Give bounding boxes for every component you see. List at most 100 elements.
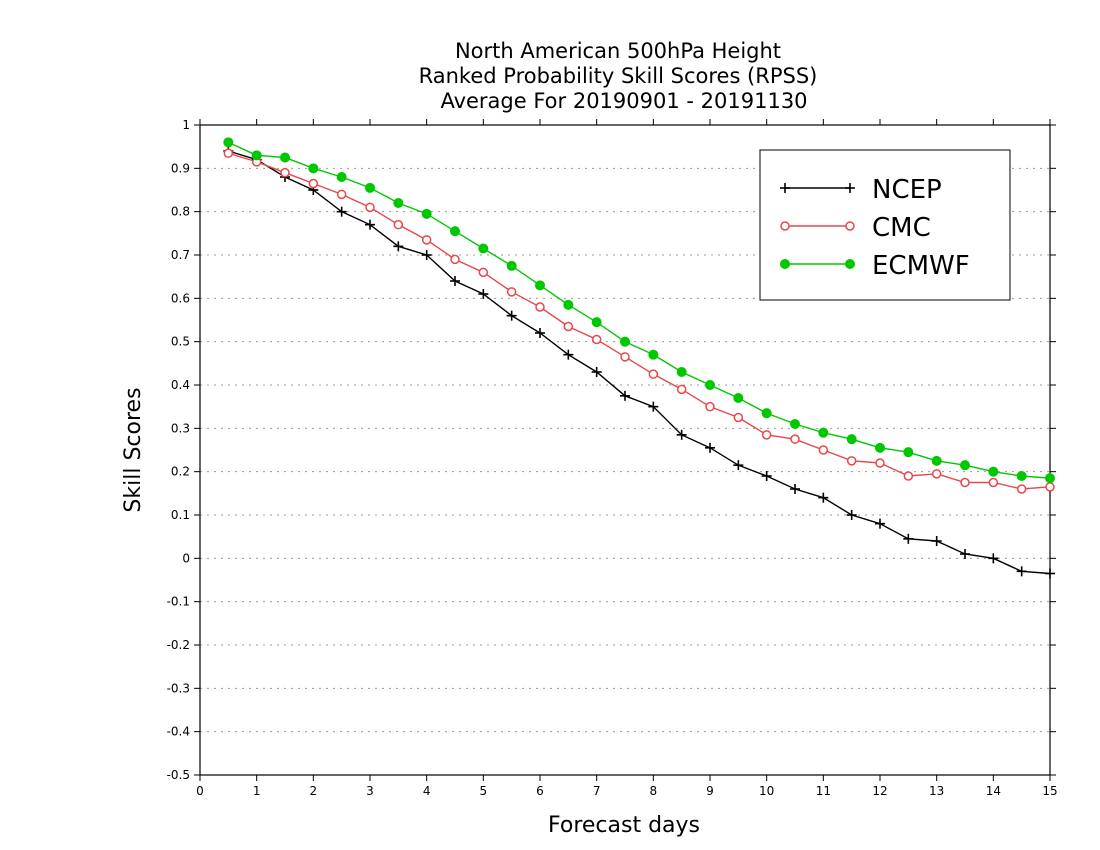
data-point-cmc — [591, 334, 602, 345]
data-point-cmc — [1016, 484, 1027, 494]
data-point-ecmwf — [421, 208, 432, 219]
x-tick-label: 3 — [366, 784, 374, 798]
data-point-ecmwf — [535, 280, 545, 291]
data-point-ncep — [988, 553, 999, 564]
data-point-ncep — [421, 250, 432, 260]
data-point-cmc — [223, 148, 234, 158]
data-point-ecmwf — [875, 442, 885, 453]
y-tick-label: -0.2 — [167, 638, 190, 652]
data-point-ncep — [790, 484, 800, 494]
data-point-cmc — [563, 321, 574, 332]
x-tick-label: 7 — [593, 784, 601, 798]
x-tick-label: 10 — [759, 784, 774, 798]
data-point-ecmwf — [705, 380, 715, 390]
legend-item-cmc: CMC — [780, 213, 931, 243]
data-point-ncep — [931, 536, 942, 546]
data-point-cmc — [705, 401, 715, 412]
data-point-ncep — [336, 206, 347, 217]
data-point-ncep — [591, 367, 602, 377]
data-point-ecmwf — [988, 466, 999, 477]
data-point-ecmwf — [903, 447, 914, 458]
data-point-ecmwf — [620, 336, 630, 347]
legend-item-ncep: NCEP — [780, 175, 942, 205]
x-tick-label: 9 — [706, 784, 714, 798]
data-point-cmc — [846, 456, 857, 466]
data-point-ecmwf — [506, 260, 517, 271]
data-point-ecmwf — [846, 434, 857, 445]
data-point-ecmwf — [450, 226, 460, 237]
data-point-cmc — [988, 477, 999, 488]
legend-marker-ncep — [780, 183, 790, 193]
data-point-ecmwf — [733, 393, 744, 403]
data-point-ecmwf — [563, 299, 574, 310]
legend-marker-ncep — [845, 183, 855, 193]
data-point-ncep — [506, 310, 517, 321]
x-tick-label: 4 — [423, 784, 431, 798]
data-point-ncep — [478, 289, 489, 299]
data-point-ecmwf — [761, 408, 772, 419]
data-point-ncep — [535, 328, 545, 338]
data-point-ecmwf — [280, 152, 290, 163]
data-point-ncep — [761, 471, 772, 481]
x-tick-label: 5 — [480, 784, 488, 798]
data-point-cmc — [336, 189, 347, 200]
y-tick-label: -0.3 — [167, 681, 190, 695]
y-tick-label: 0.4 — [171, 378, 190, 392]
x-tick-label: 14 — [986, 784, 1001, 798]
data-point-ncep — [733, 460, 744, 471]
data-point-ecmwf — [960, 460, 970, 471]
y-tick-label: 0.7 — [171, 248, 190, 262]
data-point-ecmwf — [676, 367, 687, 377]
series-ncep — [223, 146, 1055, 579]
data-point-ecmwf — [478, 243, 489, 254]
data-point-ncep — [393, 241, 404, 252]
data-point-ncep — [705, 442, 715, 453]
data-point-cmc — [875, 458, 885, 468]
legend-marker-ecmwf — [845, 259, 855, 269]
data-point-ecmwf — [1045, 473, 1055, 484]
x-tick-label: 12 — [872, 784, 887, 798]
axes: -0.5 -0.4 -0.3 -0.2 -0.1 0 0.1 0.2 0.3 0.4 0.5 0.6 0… — [167, 118, 1058, 798]
data-point-ecmwf — [1016, 471, 1027, 481]
x-tick-label: 15 — [1042, 784, 1057, 798]
chart-title: North American 500hPa Height Ranked Prob… — [419, 39, 818, 113]
data-point-cmc — [1045, 482, 1055, 492]
x-tick-label: 2 — [310, 784, 318, 798]
x-axis-label: Forecast days — [548, 813, 700, 838]
data-point-cmc — [648, 369, 659, 379]
series-lines — [223, 137, 1055, 579]
legend-label-ncep: NCEP — [872, 175, 942, 205]
data-point-cmc — [308, 178, 319, 189]
data-point-ecmwf — [393, 198, 404, 208]
data-point-ncep — [1016, 566, 1027, 577]
y-tick-label: 1 — [182, 118, 190, 132]
data-point-cmc — [818, 445, 829, 455]
legend-marker-ecmwf — [780, 259, 790, 269]
data-point-cmc — [280, 167, 290, 178]
data-point-ncep — [903, 533, 914, 544]
y-tick-label: 0.2 — [171, 465, 190, 479]
data-point-ecmwf — [790, 419, 800, 429]
legend-marker-cmc — [780, 221, 790, 231]
data-point-cmc — [478, 267, 489, 278]
plot-frame — [199, 124, 1051, 776]
data-point-ecmwf — [251, 150, 262, 161]
data-point-ncep — [563, 349, 574, 360]
data-point-ncep — [846, 510, 857, 520]
data-point-cmc — [761, 430, 772, 440]
data-point-ncep — [1045, 568, 1055, 579]
y-tick-label: 0 — [182, 551, 190, 565]
x-tick-label: 13 — [929, 784, 944, 798]
data-point-ncep — [365, 219, 375, 230]
y-tick-label: -0.4 — [167, 725, 190, 739]
data-point-cmc — [733, 412, 744, 423]
data-point-ncep — [676, 429, 687, 440]
data-point-cmc — [365, 202, 375, 213]
x-tick-label: 11 — [816, 784, 831, 798]
y-tick-label: 0.9 — [171, 161, 190, 175]
data-point-cmc — [450, 254, 460, 265]
y-tick-label: 0.6 — [171, 291, 190, 305]
data-point-ecmwf — [591, 317, 602, 328]
data-point-ncep — [960, 549, 970, 559]
